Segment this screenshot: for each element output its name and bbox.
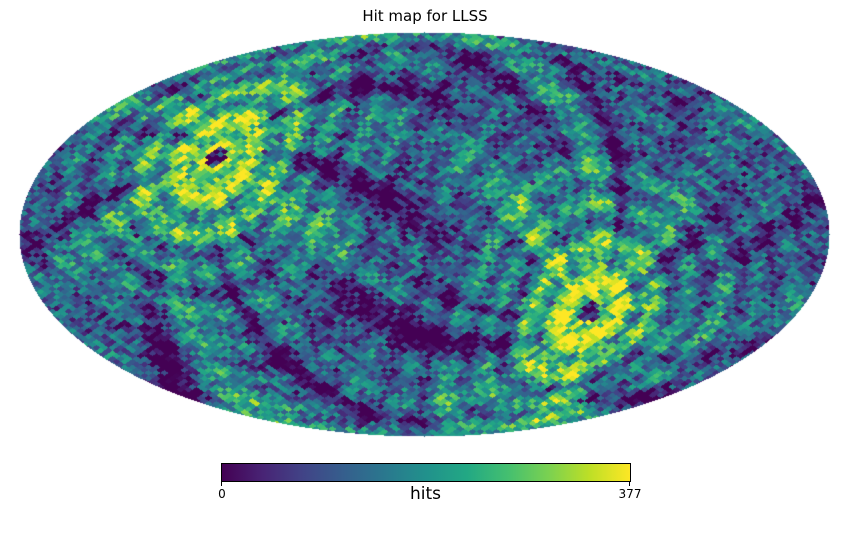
- colorbar-ticklabel-min: 0: [218, 487, 226, 501]
- plot-title: Hit map for LLSS: [362, 7, 488, 25]
- colorbar-label: hits: [409, 484, 442, 504]
- colorbar-tick-max: [629, 482, 630, 486]
- colorbar-tick-min: [221, 482, 222, 486]
- colorbar-ticklabel-max: 377: [618, 487, 642, 501]
- colorbar-gradient: [221, 463, 631, 482]
